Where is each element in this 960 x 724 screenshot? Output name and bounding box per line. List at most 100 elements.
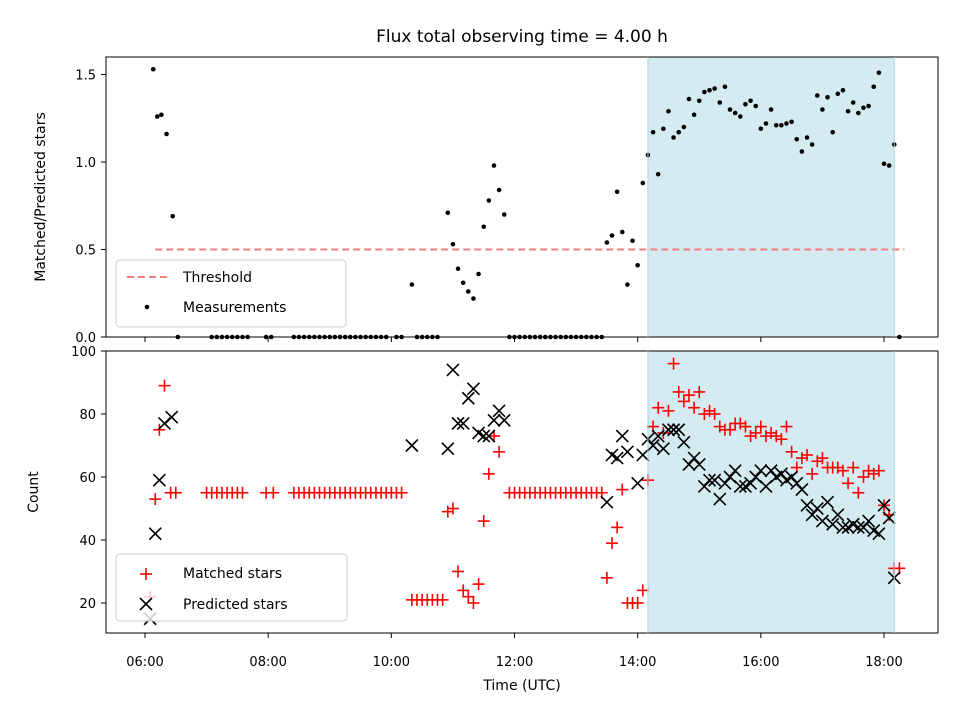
matched-star-point bbox=[759, 430, 772, 443]
bottom-axes-frame bbox=[105, 350, 939, 634]
measurement-point bbox=[450, 241, 456, 247]
predicted-star-point bbox=[836, 520, 850, 534]
matched-star-point bbox=[713, 420, 726, 433]
predicted-star-point bbox=[610, 451, 624, 465]
predicted-star-point bbox=[461, 391, 475, 405]
matched-star-point bbox=[631, 597, 644, 609]
matched-star-point bbox=[785, 445, 798, 458]
predicted-star-point bbox=[744, 476, 758, 490]
matched-star-point bbox=[436, 593, 449, 606]
measurement-point bbox=[655, 171, 661, 177]
predicted-x-b bbox=[405, 438, 419, 453]
predicted-x-b bbox=[764, 464, 778, 478]
measurement-point bbox=[640, 180, 646, 186]
predicted-x-b bbox=[820, 495, 835, 509]
matched-star-point bbox=[765, 426, 778, 439]
predicted-x-b bbox=[646, 438, 660, 453]
measurement-point bbox=[768, 107, 774, 112]
matched-star-point bbox=[734, 417, 747, 430]
matched-star-point bbox=[477, 515, 490, 528]
matched-star-point bbox=[482, 467, 495, 480]
predicted-star-point bbox=[754, 464, 768, 478]
matched-star-point bbox=[452, 565, 465, 578]
top-axes-frame bbox=[105, 56, 939, 338]
x-axis-label: Time (UTC) bbox=[482, 678, 560, 694]
matched-star-point bbox=[606, 537, 619, 550]
measurement-point bbox=[804, 135, 810, 140]
predicted-star-point bbox=[877, 498, 891, 512]
predicted-x-b bbox=[600, 495, 614, 509]
predicted-x-b bbox=[702, 473, 717, 487]
y-tick-label: 0.5 bbox=[75, 244, 96, 259]
predicted-star-point bbox=[795, 483, 809, 497]
predicted-star-point bbox=[862, 514, 876, 528]
matched-star-point bbox=[236, 486, 249, 499]
predicted-x-b bbox=[472, 426, 486, 440]
predicted-x-b bbox=[466, 382, 481, 396]
measurement-point bbox=[712, 86, 717, 91]
predicted-star-point bbox=[872, 527, 886, 541]
predicted-x-b bbox=[461, 391, 475, 405]
matched-star-point bbox=[867, 467, 880, 480]
predicted-x-b bbox=[482, 429, 496, 443]
measurement-point bbox=[661, 126, 666, 132]
predicted-star-point bbox=[718, 476, 732, 490]
predicted-star-point bbox=[708, 473, 722, 487]
measurement-point bbox=[686, 96, 692, 102]
measurement-point bbox=[604, 240, 610, 245]
matched-star-point bbox=[682, 389, 695, 402]
predicted-star-point bbox=[615, 429, 629, 443]
predicted-star-point bbox=[631, 476, 645, 490]
predicted-star-point bbox=[728, 464, 742, 478]
measurement-point bbox=[881, 161, 887, 167]
predicted-star-point bbox=[620, 445, 634, 459]
predicted-x-b bbox=[451, 416, 465, 431]
predicted-x-b bbox=[867, 523, 881, 538]
measurement-point bbox=[486, 198, 492, 203]
predicted-x-b bbox=[477, 429, 491, 443]
matched-star-point bbox=[770, 430, 783, 443]
measurement-point bbox=[164, 131, 169, 137]
predicted-x-b bbox=[687, 451, 701, 465]
measurement-point bbox=[763, 121, 769, 126]
bottom-y-axis-label: Count bbox=[26, 471, 42, 513]
predicted-star-point bbox=[702, 473, 717, 487]
y-tick-label: 100 bbox=[71, 345, 96, 360]
measurement-point bbox=[496, 187, 502, 193]
matched-star-point bbox=[169, 486, 182, 499]
matched-star-point bbox=[493, 445, 506, 458]
predicted-star-point bbox=[856, 520, 871, 534]
predicted-star-point bbox=[687, 451, 701, 465]
matched-star-point bbox=[600, 571, 613, 584]
predicted-star-point bbox=[466, 382, 481, 396]
measurement-point bbox=[409, 282, 415, 287]
matched-star-point bbox=[688, 401, 701, 414]
measurement-point bbox=[460, 280, 466, 286]
matched-star-point bbox=[662, 404, 675, 417]
measurement-point bbox=[691, 112, 697, 118]
measurement-point bbox=[455, 266, 461, 272]
y-tick-label: 0.0 bbox=[75, 331, 96, 346]
measurement-point bbox=[625, 282, 630, 287]
measurement-point bbox=[871, 84, 877, 90]
predicted-star-point bbox=[820, 495, 835, 509]
matched-legend-label: Matched stars bbox=[183, 566, 282, 582]
measurement-point bbox=[635, 262, 640, 268]
measurement-point bbox=[753, 103, 759, 109]
predicted-star-point bbox=[446, 363, 460, 377]
matched-star-point bbox=[708, 408, 721, 420]
measurement-point bbox=[150, 66, 156, 72]
top-panel: 0.0 0.5 1.0 1.5 Matched/Predicted stars Thr… bbox=[33, 56, 939, 346]
predicted-x-b bbox=[785, 470, 799, 484]
measurement-point bbox=[702, 89, 707, 95]
measurement-point bbox=[861, 105, 866, 111]
bottom-legend-box bbox=[115, 553, 348, 622]
predicted-star-point bbox=[815, 514, 829, 528]
measurement-point bbox=[845, 108, 851, 114]
matched-star-point bbox=[698, 408, 711, 420]
predicted-star-point bbox=[800, 498, 814, 512]
predicted-x-b bbox=[862, 514, 876, 528]
predicted-star-point bbox=[882, 511, 896, 525]
predicted-star-point bbox=[600, 495, 614, 509]
matched-star-point bbox=[441, 505, 454, 518]
